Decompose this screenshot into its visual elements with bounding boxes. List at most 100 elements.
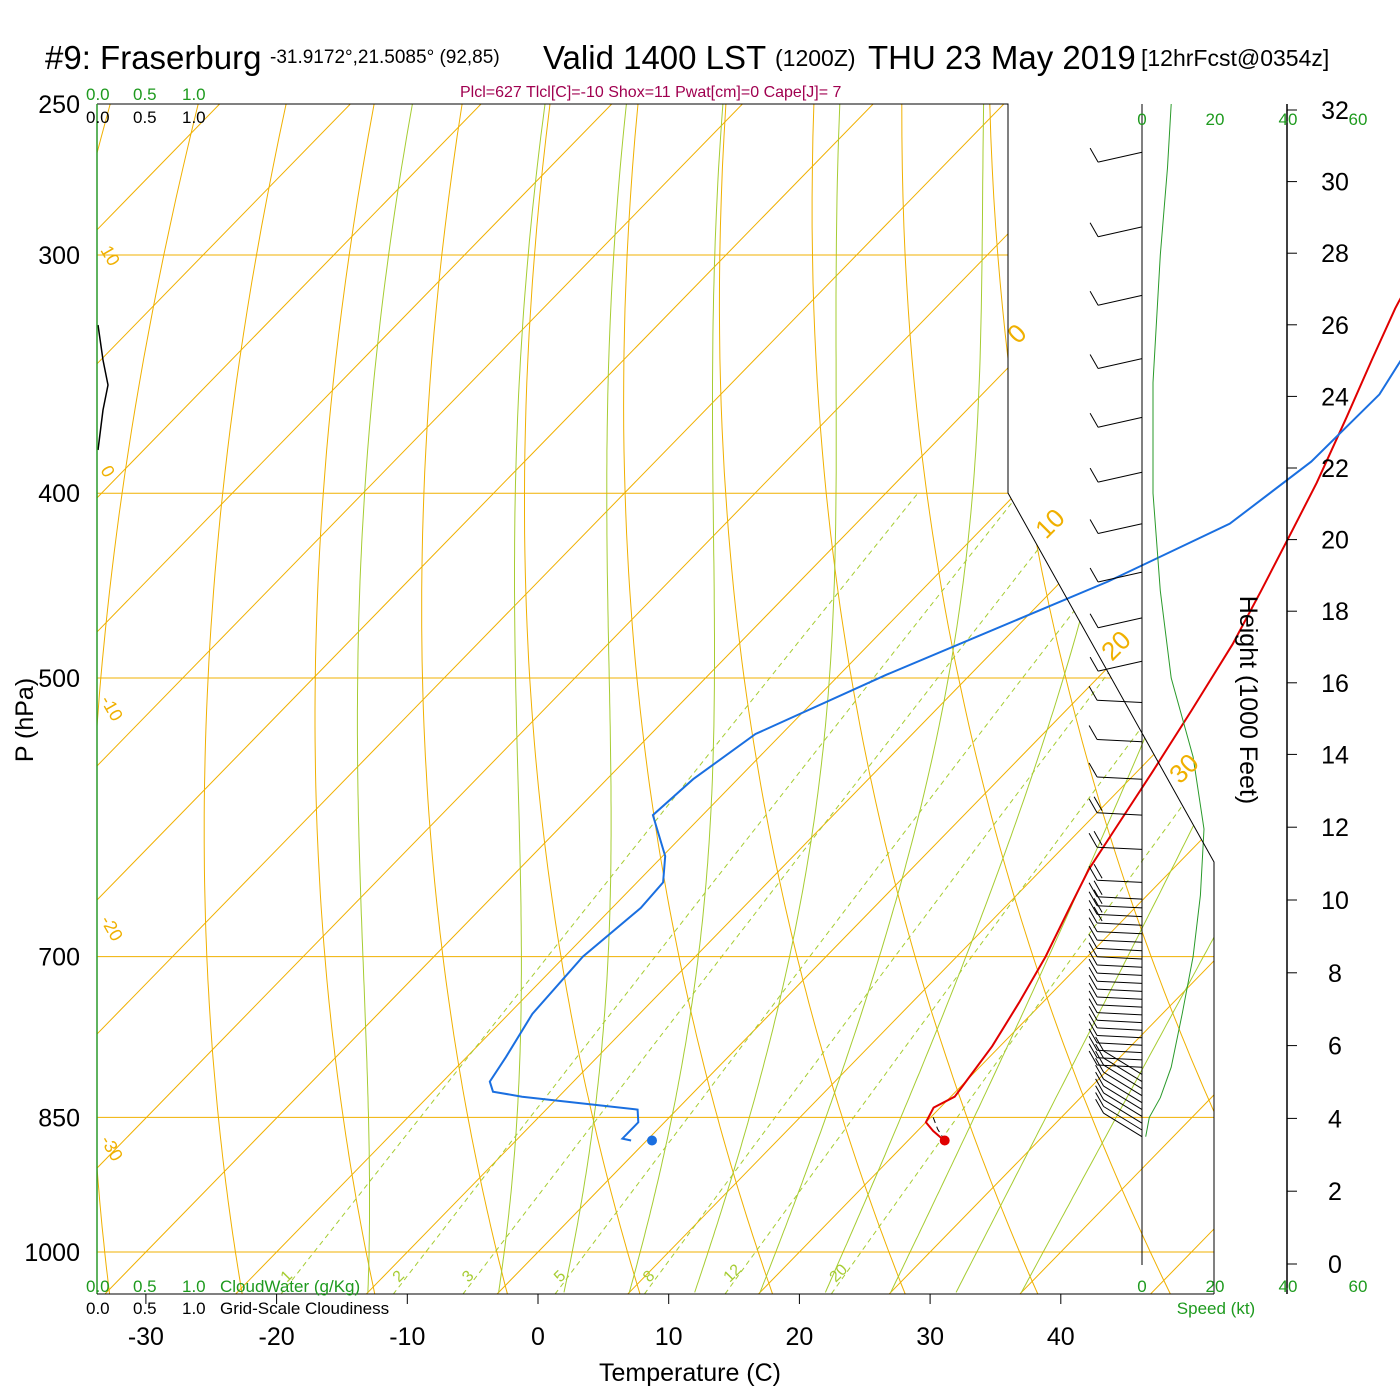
wind-barb-flag bbox=[1093, 830, 1103, 846]
wind-barb-staff bbox=[1097, 358, 1143, 369]
speed-top-tick-40: 40 bbox=[1279, 110, 1298, 129]
dry-adiabats bbox=[97, 104, 1214, 1294]
height-tick-label-6: 6 bbox=[1328, 1033, 1342, 1061]
pressure-label-850: 850 bbox=[38, 1104, 80, 1132]
station-title: #9: Fraserburg bbox=[45, 39, 261, 76]
mixing-ratio-label-12: 12 bbox=[721, 1261, 746, 1286]
mixing-ratio-label-2: 2 bbox=[390, 1267, 408, 1285]
scale-top-green-2: 1.0 bbox=[182, 85, 206, 104]
wind-barb-flag bbox=[1088, 685, 1098, 701]
isotherm--20 bbox=[214, 104, 1214, 1294]
wind-barb-staff bbox=[1097, 922, 1143, 926]
wind-barb-flag bbox=[1089, 567, 1099, 583]
dry-adiabat-280 bbox=[524, 104, 648, 1294]
wind-barb bbox=[1088, 966, 1143, 984]
wind-barb-staff bbox=[1097, 939, 1143, 943]
wind-barb bbox=[1089, 567, 1143, 583]
dry-adiabat-320 bbox=[901, 104, 1182, 1294]
isotherm--40 bbox=[97, 104, 1168, 1294]
cloudiness-label: Grid-Scale Cloudiness bbox=[220, 1299, 389, 1318]
speed-top-tick-60: 60 bbox=[1349, 110, 1368, 129]
x-tick-label-40: 40 bbox=[1047, 1323, 1075, 1351]
wind-barb-flag bbox=[1088, 958, 1098, 974]
scale-bottom-black-1: 0.5 bbox=[133, 1299, 157, 1318]
height-tick-label-8: 8 bbox=[1328, 960, 1342, 988]
wind-barb-staff bbox=[1103, 1071, 1143, 1097]
wind-barb-flag bbox=[1088, 900, 1098, 915]
mixing-ratio-3 bbox=[446, 492, 1083, 1294]
wind-barb-flag bbox=[1088, 1043, 1098, 1058]
mixing-ratio-lines: 1 2 3 5 8 12 20 bbox=[263, 492, 1214, 1294]
wind-barb-staff bbox=[1097, 660, 1143, 672]
x-tick-label-30: 30 bbox=[916, 1323, 944, 1351]
wind-barb-staff bbox=[1097, 996, 1143, 1000]
wind-barb-staff bbox=[1097, 1049, 1143, 1054]
height-tick-label-28: 28 bbox=[1321, 240, 1349, 268]
wind-barb-staff bbox=[1097, 956, 1143, 960]
wind-barb bbox=[1088, 685, 1143, 703]
wind-barb-staff bbox=[1097, 151, 1143, 163]
wind-barb bbox=[1088, 1043, 1143, 1061]
wind-barb-flag bbox=[1095, 1043, 1105, 1059]
wind-barb bbox=[1089, 656, 1143, 672]
valid-time: Valid 1400 LST bbox=[543, 39, 766, 76]
wind-barb-staff bbox=[1097, 1035, 1143, 1039]
isotherm--80 bbox=[97, 104, 646, 1294]
wind-barb bbox=[1088, 1036, 1143, 1054]
wind-barb bbox=[1088, 796, 1143, 816]
speed-axis-label: Speed (kt) bbox=[1177, 1299, 1255, 1318]
wind-barb-staff bbox=[1097, 294, 1143, 306]
sounding-traces bbox=[97, 297, 1400, 1146]
isotherm-label-left-2: -10 bbox=[97, 692, 127, 725]
wind-barb-staff bbox=[1103, 1057, 1143, 1083]
wind-barb-flag bbox=[1088, 891, 1098, 906]
pressure-label-250: 250 bbox=[38, 91, 80, 119]
temperature-line bbox=[924, 297, 1400, 1141]
mixing-ratio-8 bbox=[627, 492, 1214, 1294]
height-tick-label-14: 14 bbox=[1321, 741, 1349, 769]
x-tick-label--30: -30 bbox=[128, 1323, 164, 1351]
isotherm--60 bbox=[97, 104, 907, 1294]
wind-barb-flag bbox=[1093, 880, 1103, 896]
wind-barb bbox=[1088, 958, 1143, 976]
wind-barb-flag bbox=[1088, 882, 1098, 898]
wind-barb-flag bbox=[1088, 1036, 1098, 1051]
isotherm-label-right-3: 30 bbox=[1163, 748, 1205, 790]
wind-barb-staff bbox=[1103, 1092, 1143, 1117]
wind-barb bbox=[1088, 863, 1143, 883]
wind-barb-staff bbox=[1097, 913, 1143, 918]
isotherm-0 bbox=[475, 104, 1214, 1294]
x-axis-title: Temperature (C) bbox=[599, 1359, 781, 1387]
wind-speed-line bbox=[1145, 103, 1205, 1137]
mixing-ratio-label-8: 8 bbox=[640, 1267, 658, 1285]
wind-barb-flag bbox=[1088, 934, 1098, 949]
wind-barb-flag bbox=[1088, 1006, 1098, 1021]
wind-barb-staff bbox=[1097, 617, 1143, 629]
wind-barb-staff bbox=[1097, 1012, 1143, 1016]
wind-barb bbox=[1095, 1036, 1143, 1075]
pressure-label-500: 500 bbox=[38, 665, 80, 693]
wind-barb-staff bbox=[1097, 905, 1143, 909]
wind-barb-staff bbox=[1097, 972, 1143, 976]
wind-barb bbox=[1088, 1028, 1143, 1046]
scale-top-green-0: 0.0 bbox=[86, 85, 110, 104]
speed-bottom-tick-40: 40 bbox=[1279, 1277, 1298, 1296]
wind-barb bbox=[1089, 467, 1143, 483]
wind-barb bbox=[1095, 1098, 1143, 1138]
wind-barb bbox=[1088, 950, 1143, 968]
dry-adiabat-290 bbox=[623, 104, 781, 1294]
speed-bottom-tick-60: 60 bbox=[1349, 1277, 1368, 1296]
dry-adiabat-240 bbox=[97, 104, 208, 1294]
height-tick-label-2: 2 bbox=[1328, 1178, 1342, 1206]
height-tick-label-24: 24 bbox=[1321, 383, 1349, 411]
wind-barb-flag bbox=[1089, 222, 1099, 237]
wind-barb bbox=[1088, 1021, 1143, 1039]
wind-barb-flag bbox=[1089, 519, 1099, 534]
moist-adiabat-15 bbox=[694, 104, 842, 1293]
wind-barb-staff bbox=[1103, 1078, 1143, 1104]
speed-top-tick-0: 0 bbox=[1137, 110, 1146, 129]
wind-barb-flag bbox=[1088, 942, 1098, 957]
wind-barb-staff bbox=[1097, 523, 1143, 534]
mixing-ratio-12 bbox=[708, 492, 1214, 1294]
wind-barb-staff bbox=[1103, 1099, 1143, 1124]
